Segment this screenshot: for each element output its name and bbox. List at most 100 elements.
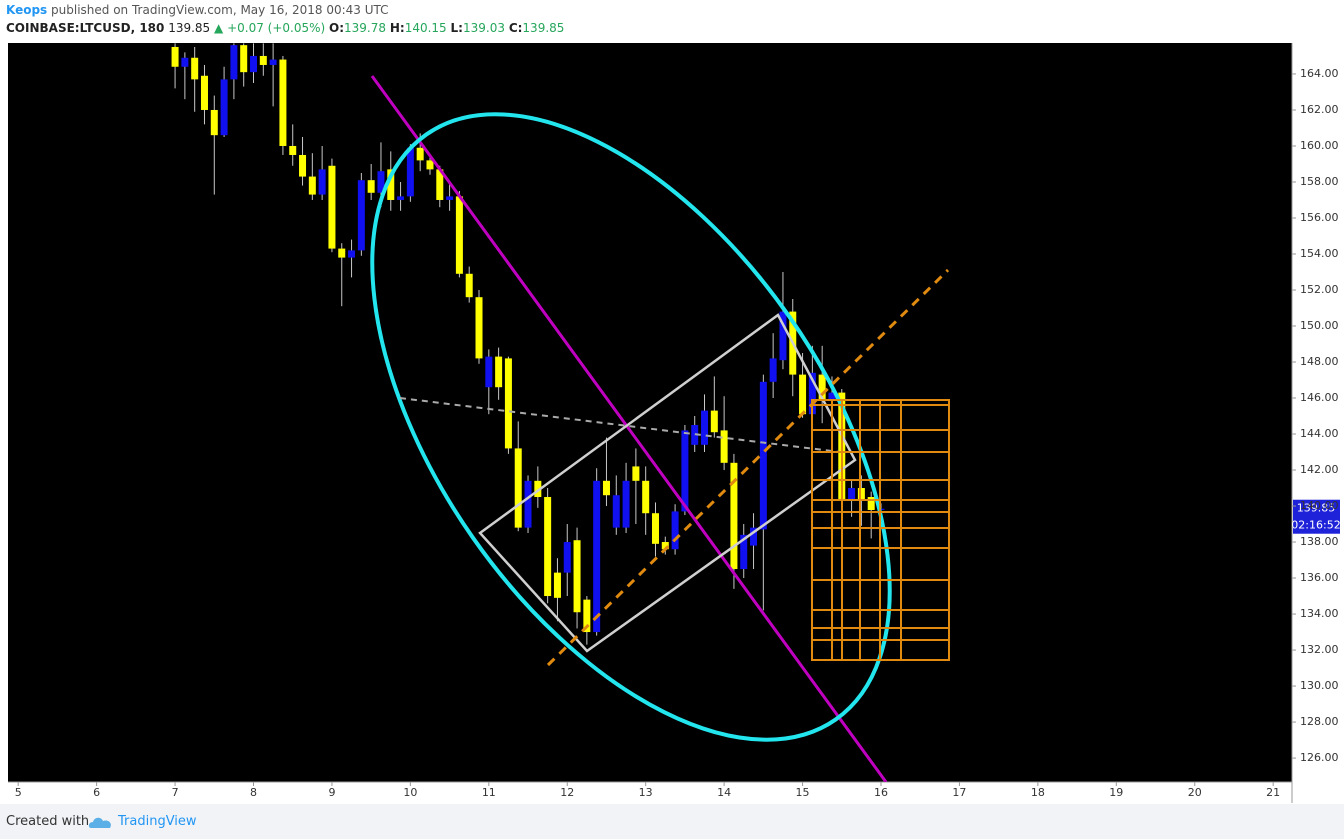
candle-body [710,410,718,433]
ellipse [370,112,892,742]
candle-body [387,169,395,200]
candle-body [642,480,650,514]
channel [478,313,857,653]
candle-body [544,497,552,597]
candle-body [367,180,375,193]
candle-body [828,392,836,400]
x-tick-label: 18 [1031,786,1045,799]
countdown: 02:16:52 [1291,519,1340,532]
header-line: Keops published on TradingView.com, May … [6,3,389,17]
x-tick-label: 12 [560,786,574,799]
x-tick-label: 17 [952,786,966,799]
x-tick-label: 7 [172,786,179,799]
c-value: 139.85 [522,21,565,35]
x-axis-strip [8,782,1292,803]
candle-body [857,488,865,501]
candle-body [651,513,659,544]
change: ▲ +0.07 (+0.05%) [214,21,326,35]
candle-body [181,57,189,67]
candle-body [799,374,807,415]
candle-body [769,358,777,382]
candle-body [240,45,248,73]
x-tick-label: 5 [15,786,22,799]
candle-body [818,374,826,400]
candle-body [750,527,758,546]
candle-body [259,55,267,65]
x-tick-label: 6 [93,786,100,799]
candle-body [220,79,228,136]
y-tick-label: 156.00 [1300,211,1339,224]
y-tick-label: 136.00 [1300,571,1339,584]
y-tick-label: 126.00 [1300,751,1339,764]
dashed-trend [546,268,950,667]
y-tick-label: 154.00 [1300,247,1339,260]
candle-body [808,372,816,415]
y-tick-label: 142.00 [1300,463,1339,476]
y-tick-label: 160.00 [1300,139,1339,152]
y-tick-label: 162.00 [1300,103,1339,116]
x-tick-label: 14 [717,786,731,799]
candle-body [848,488,856,501]
candle-body [230,45,238,80]
y-tick-label: 146.00 [1300,391,1339,404]
candle-body [573,540,581,613]
y-tick-label: 134.00 [1300,607,1339,620]
grid-box [811,399,950,661]
drawings [370,75,950,782]
candle-body [475,297,483,359]
candle-body [299,154,307,177]
candle-body [602,480,610,496]
candle-body [210,109,218,136]
created-with: Created with [6,814,90,829]
candle-body [583,599,591,633]
x-tick-label: 19 [1109,786,1123,799]
chart: 139.85 02:16:52 126.00 128.00 130.00 132.00… [8,43,1344,803]
candle-body [495,356,503,388]
last: 139.85 [168,21,211,35]
candle-body [397,196,405,200]
y-tick-label: 158.00 [1300,175,1339,188]
ohlc-line: COINBASE:LTCUSD, 180 139.85 ▲ +0.07 (+0.… [6,21,564,35]
candle-body [318,169,326,195]
x-tick-label: 13 [639,786,653,799]
y-tick-label: 164.00 [1300,67,1339,80]
trend-line [370,75,888,782]
x-tick-label: 9 [328,786,335,799]
candle-body [612,495,620,528]
y-tick-label: 148.00 [1300,355,1339,368]
y-tick-label: 150.00 [1300,319,1339,332]
candle-body [200,75,208,110]
o-label: O: [329,21,345,35]
logo[interactable] [88,814,114,830]
candle-body [759,381,767,530]
candle-body [357,180,365,251]
y-tick-label: 140.00 [1300,499,1339,512]
brand[interactable]: TradingView [118,814,197,829]
candle-body [338,248,346,258]
candle-body [328,165,336,249]
x-tick-label: 11 [482,786,496,799]
candle-body [730,462,738,570]
candle-body [681,430,689,512]
x-tick-label: 21 [1266,786,1280,799]
x-tick-label: 8 [250,786,257,799]
y-axis-strip [1292,43,1344,803]
candle-body [289,145,297,155]
candle-body [514,448,522,528]
candle-body [485,356,493,388]
plot-background [8,43,1292,782]
y-tick-label: 132.00 [1300,643,1339,656]
footer: Created with TradingView [0,804,1344,839]
c-label: C: [508,21,523,35]
symbol[interactable]: COINBASE:LTCUSD, 180 [6,21,165,35]
candle-body [553,572,561,598]
candle-body [720,430,728,463]
author[interactable]: Keops [6,3,48,17]
published: published on TradingView.com, May 16, 20… [51,3,389,17]
candle-body [622,480,630,528]
candle-body [348,250,356,258]
candle-body [701,410,709,445]
price-label: 139.85 [1297,502,1336,515]
l-value: 139.03 [462,21,505,35]
y-tick-label: 128.00 [1300,715,1339,728]
